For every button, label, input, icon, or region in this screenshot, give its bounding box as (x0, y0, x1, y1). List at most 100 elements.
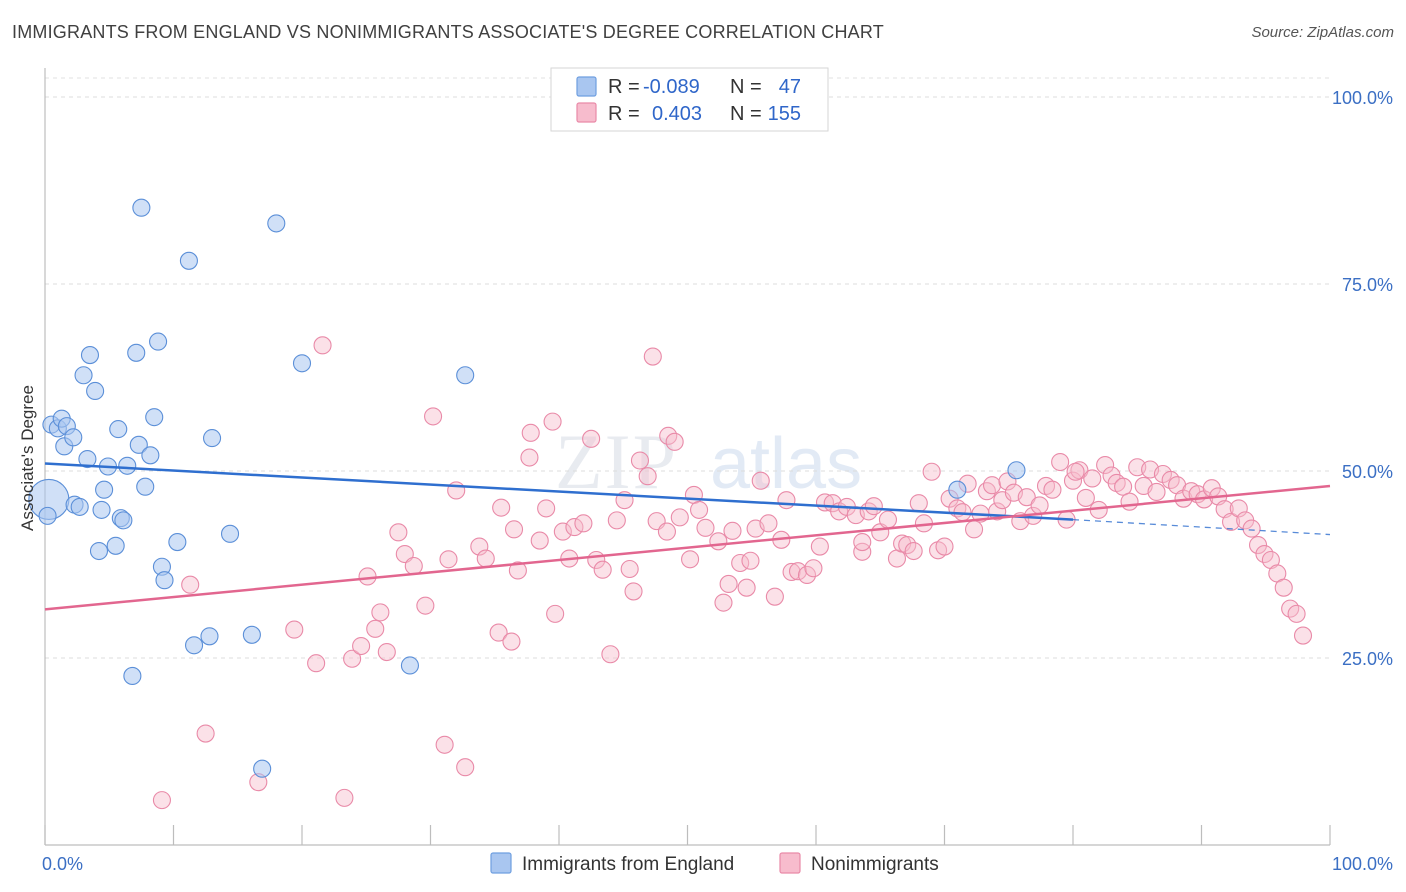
data-point (253, 759, 272, 778)
data-point (504, 520, 524, 539)
data-point (1274, 578, 1293, 597)
data-point (965, 520, 984, 539)
data-point (765, 587, 784, 606)
data-point (643, 347, 662, 366)
data-point (537, 499, 556, 518)
data-point (136, 477, 155, 496)
data-point (424, 407, 443, 426)
data-point (196, 724, 215, 743)
y-tick-label: 50.0% (1342, 462, 1393, 482)
watermark: ZIP atlas (555, 418, 862, 505)
data-point (1120, 492, 1139, 511)
data-point (582, 429, 601, 448)
legend-n-label: N = (730, 103, 762, 125)
data-point (1287, 604, 1306, 623)
data-point (141, 446, 160, 465)
data-point (1043, 480, 1062, 499)
data-point (489, 623, 508, 642)
data-point (593, 560, 612, 579)
data-point (132, 198, 151, 217)
data-point (797, 565, 817, 585)
data-point (168, 533, 187, 552)
data-point (1083, 469, 1102, 488)
data-point (853, 533, 872, 552)
chart-title: IMMIGRANTS FROM ENGLAND VS NONIMMIGRANTS… (12, 22, 884, 42)
data-point (366, 619, 385, 638)
data-point (853, 542, 872, 561)
gridlines (45, 77, 1330, 659)
axes (44, 68, 1331, 846)
data-point (665, 432, 684, 451)
data-point (92, 500, 111, 519)
data-point (864, 497, 883, 516)
data-point (152, 791, 171, 810)
data-point (759, 514, 778, 533)
data-point (435, 735, 454, 754)
data-point (109, 420, 128, 439)
data-point (530, 531, 549, 550)
trend-line (44, 462, 1074, 521)
data-point (1114, 477, 1133, 496)
y-tick-label: 100.0% (1332, 88, 1393, 108)
data-point (624, 582, 643, 601)
data-point (64, 428, 83, 447)
data-point (935, 537, 954, 556)
data-point (371, 603, 390, 622)
legend-n-value: 155 (768, 103, 801, 125)
data-point (751, 471, 770, 490)
x-tick-labels: 0.0% 100.0% (42, 854, 1393, 874)
data-point (377, 642, 396, 662)
data-point (670, 508, 689, 527)
data-point (358, 567, 377, 586)
svg-text:ZIP: ZIP (555, 418, 678, 505)
data-point (741, 551, 760, 570)
data-point (1293, 626, 1313, 645)
data-point (502, 632, 521, 651)
y-tick-label: 75.0% (1342, 275, 1393, 295)
data-point (681, 550, 700, 569)
trend-line (44, 484, 1331, 611)
data-point (343, 649, 362, 668)
data-point (400, 656, 419, 675)
bottom-legend-label-nonimmigrants: Nonimmigrants (811, 854, 939, 875)
data-point (74, 366, 93, 385)
data-point (114, 511, 133, 530)
bottom-legend-label-england: Immigrants from England (522, 854, 734, 875)
data-point (543, 412, 562, 431)
data-point (416, 596, 435, 615)
y-tick-labels: 100.0% 75.0% 50.0% 25.0% (1332, 88, 1393, 669)
data-point (1051, 452, 1070, 472)
legend-r-label: R = (608, 103, 640, 125)
data-point (810, 537, 829, 556)
data-point (1007, 461, 1026, 480)
data-point (185, 636, 204, 655)
source-label: Source: ZipAtlas.com (1251, 24, 1394, 41)
data-point (179, 251, 198, 270)
bottom-legend-swatch-england (490, 852, 512, 874)
data-point (638, 467, 657, 486)
data-point (181, 575, 200, 594)
data-point (904, 541, 923, 561)
legend: R = -0.089 N = 47 R = 0.403 N = 155 (550, 67, 829, 132)
data-point (118, 456, 137, 475)
data-point (95, 480, 114, 499)
data-point (982, 476, 1002, 495)
data-point (546, 604, 565, 623)
points (28, 198, 1313, 810)
data-point (285, 620, 304, 639)
data-point (1017, 488, 1036, 507)
x-tick-label: 100.0% (1332, 854, 1393, 874)
data-point (395, 544, 414, 564)
data-point (565, 518, 584, 537)
y-axis-label: Associate's Degree (18, 385, 37, 531)
data-point (267, 214, 286, 233)
data-point (155, 571, 174, 590)
trend-lines (44, 462, 1331, 611)
x-tick-label: 0.0% (42, 854, 83, 874)
data-point (439, 550, 458, 569)
data-point (456, 366, 475, 385)
legend-r-label: R = (608, 76, 640, 98)
data-point (86, 381, 105, 401)
data-point (38, 506, 57, 525)
